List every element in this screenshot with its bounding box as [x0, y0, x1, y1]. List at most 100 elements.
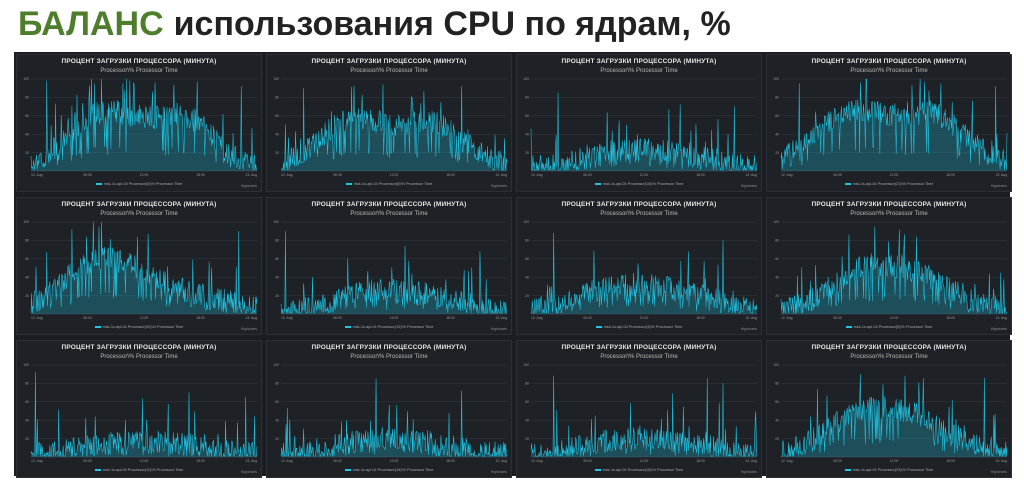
series-area — [531, 92, 757, 171]
chart-panel: ПРОЦЕНТ ЗАГРУЗКИ ПРОЦЕССОРА (МИНУТА) Proc… — [16, 340, 262, 478]
series-area — [781, 374, 1007, 457]
chart-title: ПРОЦЕНТ ЗАГРУЗКИ ПРОЦЕССОРА (МИНУТА) — [811, 58, 967, 65]
legend-label: msk-1s-apl-04 Processor(10)\% Processor … — [352, 325, 434, 329]
legend-label: msk-1s-apl-04 Processor(11)\% Processor … — [102, 468, 184, 472]
y-tick-label: 80 — [775, 239, 779, 243]
x-tick-label: 12:00 — [640, 173, 649, 177]
x-tick-label: 12. Aug — [281, 173, 293, 177]
x-tick-label: 12. Aug — [281, 316, 293, 320]
x-tick-label: 12:00 — [140, 459, 149, 463]
chart-credit: Highcharts — [490, 470, 507, 474]
chart-title: ПРОЦЕНТ ЗАГРУЗКИ ПРОЦЕССОРА (МИНУТА) — [311, 58, 467, 65]
y-tick-label: 20 — [275, 294, 279, 298]
legend-swatch — [594, 469, 601, 471]
legend-swatch — [95, 183, 102, 185]
chart-panel: ПРОЦЕНТ ЗАГРУЗКИ ПРОЦЕССОРА (МИНУТА) Proc… — [266, 197, 512, 335]
chart-title: ПРОЦЕНТ ЗАГРУЗКИ ПРОЦЕССОРА (МИНУТА) — [561, 201, 717, 208]
chart-credit: Highcharts — [990, 327, 1007, 331]
y-tick-label: 40 — [25, 132, 29, 136]
chart-panel: ПРОЦЕНТ ЗАГРУЗКИ ПРОЦЕССОРА (МИНУТА) Proc… — [766, 54, 1012, 192]
y-tick-label: 100 — [773, 220, 779, 224]
y-tick-label: 100 — [773, 77, 779, 81]
chart-subtitle: Processor\% Processor Time — [600, 211, 678, 217]
series-line — [530, 232, 758, 314]
series-line — [30, 372, 258, 457]
legend-swatch — [594, 183, 601, 185]
chart-panel: ПРОЦЕНТ ЗАГРУЗКИ ПРОЦЕССОРА (МИНУТА) Proc… — [766, 340, 1012, 478]
page-title-rest: использования CPU по ядрам, % — [173, 5, 731, 43]
y-tick-label: 60 — [775, 257, 779, 261]
chart-legend[interactable]: msk-1s-apl-04 Processor(20)\% Processor … — [17, 325, 261, 329]
x-tick-label: 13. Aug — [995, 316, 1007, 320]
chart-legend[interactable]: msk-1s-apl-04 Processor(23)\% Processor … — [767, 468, 1011, 472]
chart-legend[interactable]: msk-1s-apl-04 Processor(0)\% Processor T… — [17, 182, 261, 186]
x-tick-label: 06:00 — [333, 173, 342, 177]
y-tick-label: 60 — [275, 114, 279, 118]
chart-subtitle: Processor\% Processor Time — [850, 211, 928, 217]
x-tick-label: 06:00 — [583, 459, 592, 463]
x-tick-label: 12:00 — [890, 459, 899, 463]
x-tick-label: 12. Aug — [31, 459, 43, 463]
chart-legend[interactable]: msk-1s-apl-04 Processor(8)\% Processor T… — [267, 182, 511, 186]
chart-plot: 100 80 60 40 20 12. Aug 06:00 12:00 18:00 13. Aug — [523, 220, 758, 320]
chart-plot: 100 80 60 40 20 12. Aug 06:00 12:00 18:00 13. Aug — [773, 77, 1008, 177]
chart-legend[interactable]: msk-1s-apl-04 Processor(16)\% Processor … — [267, 468, 511, 472]
x-tick-label: 13. Aug — [995, 459, 1007, 463]
y-tick-label: 80 — [275, 96, 279, 100]
y-tick-label: 80 — [25, 239, 29, 243]
y-tick-label: 60 — [25, 257, 29, 261]
legend-label: msk-1s-apl-04 Processor(16)\% Processor … — [602, 182, 684, 186]
y-tick-label: 40 — [775, 132, 779, 136]
chart-legend[interactable]: msk-1s-apl-04 Processor(4)\% Processor T… — [517, 325, 761, 329]
legend-swatch — [595, 326, 602, 328]
x-tick-label: 12. Aug — [531, 459, 543, 463]
x-tick-label: 18:00 — [696, 173, 705, 177]
y-tick-label: 100 — [523, 220, 529, 224]
chart-credit: Highcharts — [740, 327, 757, 331]
chart-credit: Highcharts — [740, 184, 757, 188]
x-tick-label: 12:00 — [390, 316, 399, 320]
y-tick-label: 100 — [523, 77, 529, 81]
chart-subtitle: Processor\% Processor Time — [600, 68, 678, 74]
chart-plot: 100 80 60 40 20 12. Aug 06:00 12:00 18:00 13. Aug — [23, 363, 258, 463]
legend-swatch — [94, 326, 101, 328]
chart-credit: Highcharts — [490, 184, 507, 188]
y-tick-label: 80 — [25, 96, 29, 100]
x-tick-label: 13. Aug — [745, 173, 757, 177]
y-tick-label: 80 — [525, 239, 529, 243]
x-tick-label: 18:00 — [696, 316, 705, 320]
y-tick-label: 20 — [525, 437, 529, 441]
series-line — [30, 221, 258, 314]
chart-title: ПРОЦЕНТ ЗАГРУЗКИ ПРОЦЕССОРА (МИНУТА) — [311, 201, 467, 208]
y-tick-label: 40 — [275, 132, 279, 136]
x-tick-label: 12. Aug — [781, 173, 793, 177]
x-tick-label: 18:00 — [446, 459, 455, 463]
series-line — [280, 378, 508, 457]
chart-title: ПРОЦЕНТ ЗАГРУЗКИ ПРОЦЕССОРА (МИНУТА) — [61, 58, 217, 65]
chart-title: ПРОЦЕНТ ЗАГРУЗКИ ПРОЦЕССОРА (МИНУТА) — [561, 344, 717, 351]
legend-swatch — [844, 469, 851, 471]
y-tick-label: 40 — [525, 275, 529, 279]
y-tick-label: 80 — [275, 239, 279, 243]
x-tick-label: 12. Aug — [31, 173, 43, 177]
chart-plot: 100 80 60 40 20 12. Aug 06:00 12:00 18:00 13. Aug — [273, 363, 508, 463]
series-area — [31, 222, 257, 314]
chart-legend[interactable]: msk-1s-apl-04 Processor(16)\% Processor … — [517, 182, 761, 186]
chart-legend[interactable]: msk-1s-apl-04 Processor(10)\% Processor … — [267, 325, 511, 329]
y-tick-label: 40 — [775, 275, 779, 279]
chart-legend[interactable]: msk-1s-apl-04 Processor(11)\% Processor … — [17, 468, 261, 472]
x-tick-label: 13. Aug — [745, 459, 757, 463]
chart-subtitle: Processor\% Processor Time — [100, 354, 178, 360]
series-area — [281, 231, 507, 314]
chart-legend[interactable]: msk-1s-apl-04 Processor(18)\% Processor … — [517, 468, 761, 472]
x-tick-label: 18:00 — [446, 316, 455, 320]
x-tick-label: 12. Aug — [781, 316, 793, 320]
series-area — [281, 378, 507, 457]
x-tick-label: 13. Aug — [495, 316, 507, 320]
y-tick-label: 60 — [775, 400, 779, 404]
x-tick-label: 12:00 — [640, 316, 649, 320]
chart-legend[interactable]: msk-1s-apl-04 Processor(5)\% Processor T… — [767, 325, 1011, 329]
chart-legend[interactable]: msk-1s-apl-04 Processor(21)\% Processor … — [767, 182, 1011, 186]
chart-panel: ПРОЦЕНТ ЗАГРУЗКИ ПРОЦЕССОРА (МИНУТА) Proc… — [16, 197, 262, 335]
y-tick-label: 80 — [775, 96, 779, 100]
